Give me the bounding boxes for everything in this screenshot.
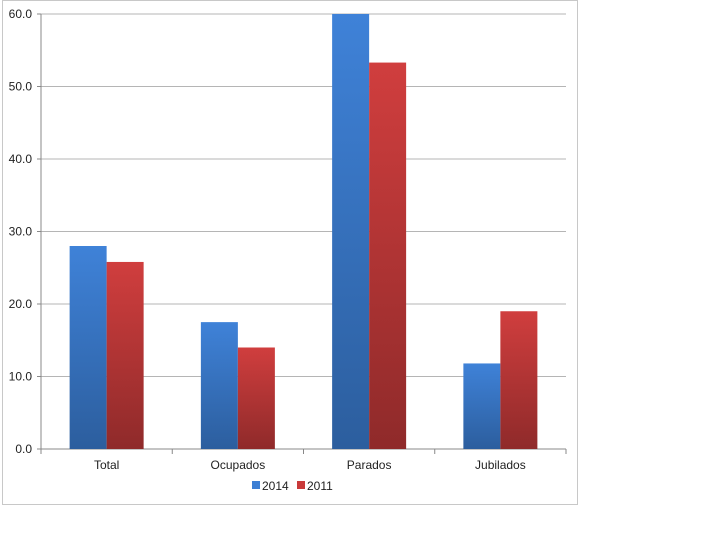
bar-2011-ocupados [237,347,275,449]
legend-label-2011: 2011 [307,479,333,493]
y-tick-label: 50.0 [9,80,33,94]
x-category-label: Ocupados [211,458,266,472]
bar-2011-parados [369,62,407,449]
bar-2014-jubilados [463,363,501,449]
y-tick-label: 60.0 [9,7,33,21]
y-tick-label: 20.0 [9,297,33,311]
legend-swatch-2011 [297,481,305,489]
bar-2014-ocupados [200,322,238,449]
x-category-label: Total [94,458,119,472]
legend-swatch-2014 [252,481,260,489]
bars [69,14,538,449]
y-tick-label: 40.0 [9,152,33,166]
legend-label-2014: 2014 [262,479,289,493]
y-tick-label: 0.0 [15,442,32,456]
x-category-label: Parados [347,458,392,472]
x-category-label: Jubilados [475,458,526,472]
legend: 2014 2011 [252,479,333,493]
bar-2011-jubilados [500,311,538,449]
bar-2014-total [69,246,107,449]
bar-2014-parados [332,14,370,449]
labels: 0.0 10.0 20.0 30.0 40.0 50.0 60.0 Total Ocupados… [9,7,526,472]
y-tick-label: 10.0 [9,370,33,384]
bar-2011-total [106,261,144,449]
y-tick-label: 30.0 [9,225,33,239]
